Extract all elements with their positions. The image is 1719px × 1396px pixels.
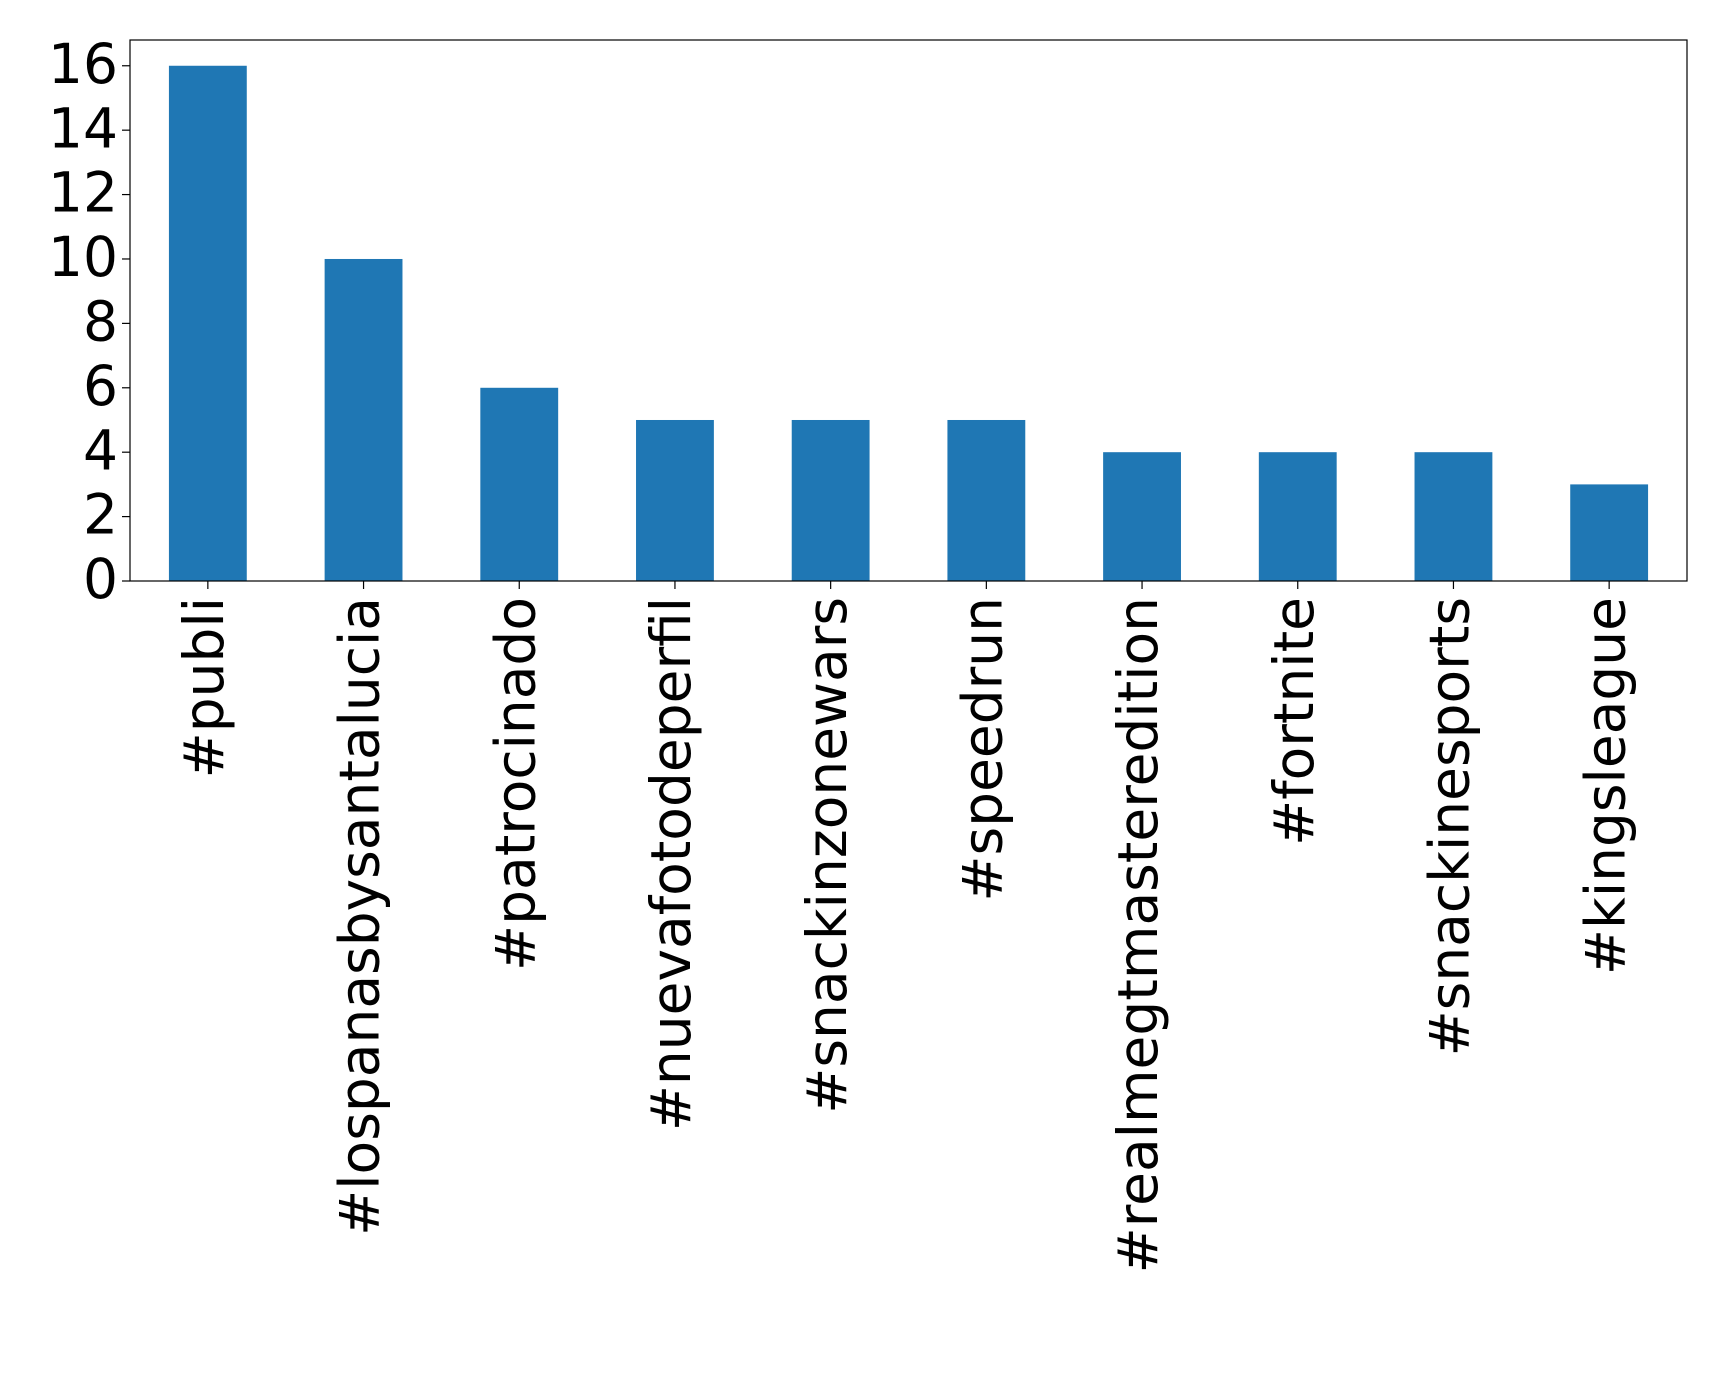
y-tick-label: 4	[83, 418, 118, 482]
bar	[168, 65, 247, 581]
bar	[636, 419, 714, 581]
bar	[791, 419, 870, 581]
y-tick-label: 8	[83, 290, 118, 354]
y-tick-label: 16	[48, 32, 118, 96]
x-tick-label: #snackinesports	[1418, 597, 1482, 1056]
x-tick-label: #lospanasbysantalucia	[328, 597, 392, 1236]
x-tick-label: #patrocinado	[483, 597, 547, 971]
y-tick-label: 2	[83, 483, 118, 547]
x-tick-label: #kingsleague	[1573, 597, 1637, 975]
x-tick-label: #fortnite	[1262, 597, 1326, 846]
bar	[324, 258, 403, 581]
x-tick-label: #nuevafotodeperfil	[639, 597, 703, 1131]
bar	[480, 387, 559, 581]
bar	[947, 419, 1026, 581]
x-tick-label: #publi	[172, 597, 236, 778]
bar	[1414, 452, 1493, 581]
y-tick-label: 10	[48, 225, 118, 289]
bar	[1103, 452, 1181, 581]
y-tick-label: 0	[83, 547, 118, 611]
axes-frame	[129, 39, 1688, 582]
x-tick-label: #realmegtmasteredition	[1106, 597, 1170, 1273]
x-tick-label: #speedrun	[950, 597, 1014, 902]
bar	[1258, 452, 1337, 581]
y-tick-label: 12	[48, 161, 118, 225]
y-tick-label: 14	[48, 96, 118, 160]
y-tick-label: 6	[83, 354, 118, 418]
x-tick-label: #snackinzonewars	[795, 597, 859, 1114]
bar	[1570, 484, 1649, 581]
